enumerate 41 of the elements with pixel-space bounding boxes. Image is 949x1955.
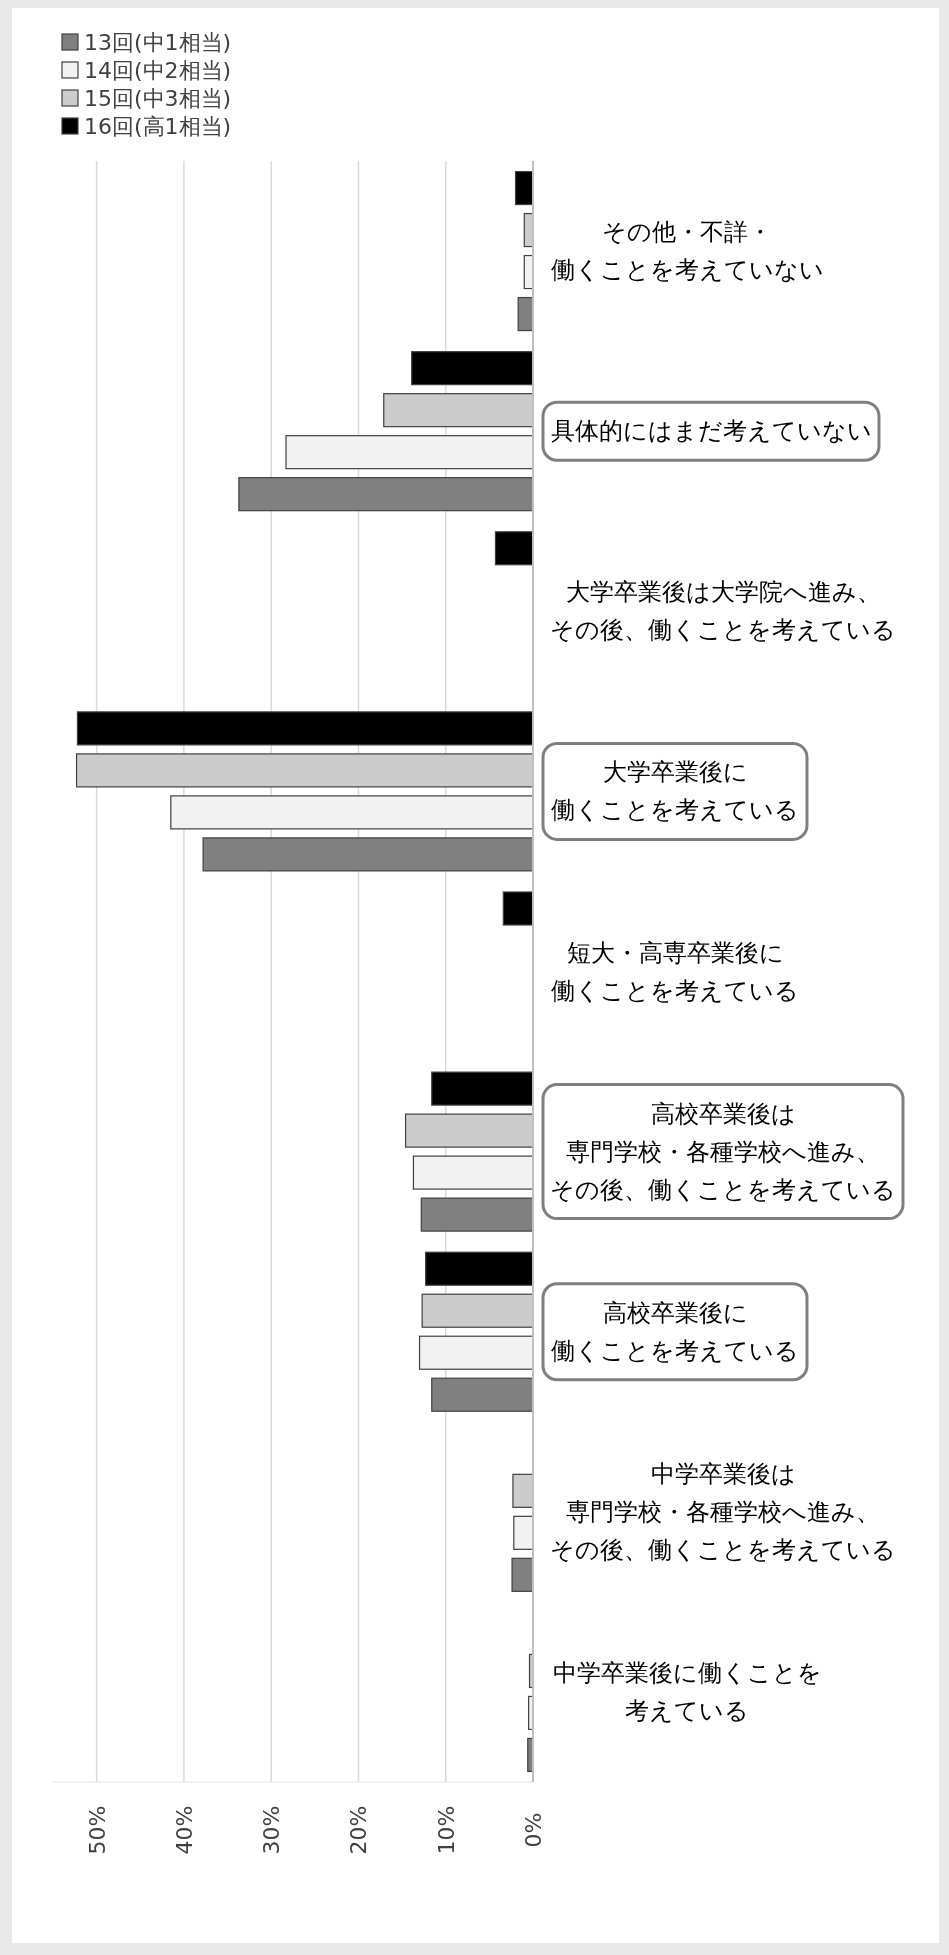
x-tick-label: 40%: [171, 1805, 197, 1855]
bar: [75, 753, 534, 788]
y-tick-label: 高校卒業後に働くことを考えている: [551, 1298, 799, 1365]
x-tick-label: 10%: [433, 1805, 459, 1855]
bar: [513, 1515, 534, 1550]
y-tick-label: 大学卒業後は大学院へ進み、その後、働くことを考えている: [550, 578, 896, 645]
bar: [412, 1155, 534, 1190]
bar: [404, 1113, 534, 1148]
legend-label: 16回(高1相当): [84, 114, 232, 139]
bar: [502, 891, 534, 926]
y-tick-label: 短大・高専卒業後に働くことを考えている: [551, 938, 799, 1005]
x-tick-label: 20%: [346, 1805, 372, 1855]
y-tick-label: その他・不詳・働くことを考えていない: [550, 218, 824, 285]
legend-label: 13回(中1相当): [84, 30, 232, 55]
y-tick-label: 大学卒業後に働くことを考えている: [551, 758, 799, 825]
bar: [170, 795, 534, 830]
x-tick-label: 50%: [84, 1805, 110, 1855]
legend-label: 14回(中2相当): [84, 58, 232, 83]
bar: [418, 1335, 534, 1370]
legend-label: 15回(中3相当): [84, 86, 232, 111]
bar: [238, 477, 534, 512]
bar: [383, 393, 534, 428]
bar: [285, 435, 534, 470]
bar: [512, 1473, 534, 1508]
bar: [514, 170, 534, 206]
bar: [425, 1251, 534, 1286]
y-tick-label: 具体的にはまだ考えていない: [550, 417, 872, 446]
x-tick-label: 30%: [259, 1805, 285, 1855]
bar: [511, 1557, 534, 1592]
bar: [76, 711, 534, 746]
y-tick-label: 高校卒業後は専門学校・各種学校へ進み、その後、働くことを考えている: [550, 1099, 896, 1204]
y-tick-label: 中学卒業後に働くことを考えている: [552, 1658, 822, 1725]
bar: [494, 531, 534, 566]
bar: [420, 1197, 534, 1232]
x-tick-label: 0%: [521, 1812, 546, 1848]
bar: [202, 837, 534, 872]
bar: [431, 1377, 534, 1412]
y-tick-label: 中学卒業後は専門学校・各種学校へ進み、その後、働くことを考えている: [550, 1459, 896, 1564]
bar: [421, 1293, 534, 1328]
bar: [411, 351, 534, 386]
bar: [431, 1071, 534, 1106]
